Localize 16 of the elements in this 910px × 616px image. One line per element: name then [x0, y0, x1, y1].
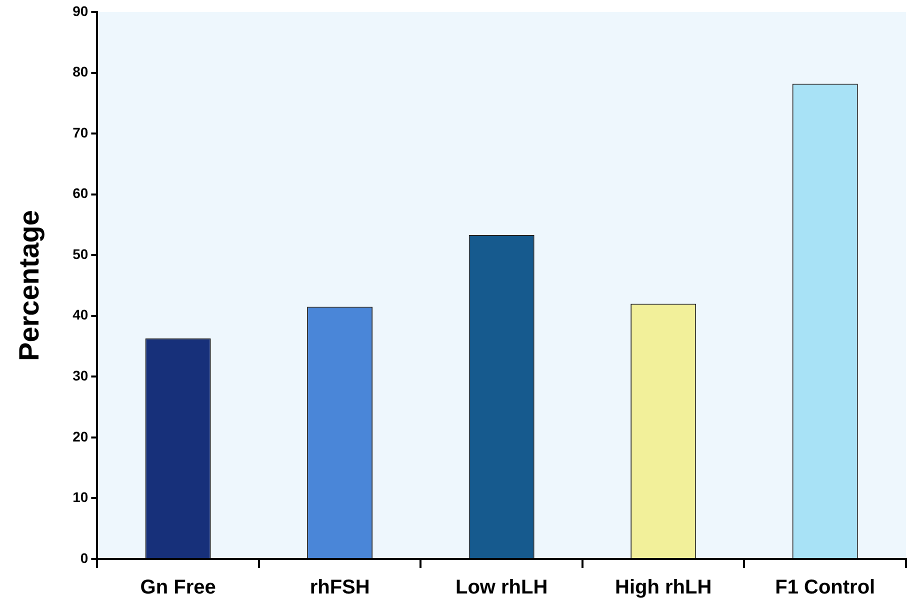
x-tick-label: Low rhLH	[455, 576, 548, 599]
y-tick-label: 30	[72, 368, 88, 384]
y-tick-label: 70	[72, 124, 88, 140]
y-tick-label: 90	[72, 2, 88, 19]
y-tick-label: 50	[72, 246, 88, 262]
x-tick-label: High rhLH	[615, 576, 712, 599]
y-tick-label: 80	[72, 64, 88, 80]
y-axis-title: Percentage	[14, 210, 45, 361]
y-tick-label: 0	[80, 550, 88, 566]
y-tick-label: 40	[72, 306, 88, 323]
x-tick-label: rhFSH	[310, 576, 370, 599]
y-tick-label: 20	[72, 428, 88, 444]
x-tick-label: F1 Control	[775, 576, 876, 599]
y-tick-label: 10	[72, 489, 88, 506]
y-tick-label: 60	[72, 185, 88, 202]
x-tick-label: Gn Free	[140, 576, 216, 599]
